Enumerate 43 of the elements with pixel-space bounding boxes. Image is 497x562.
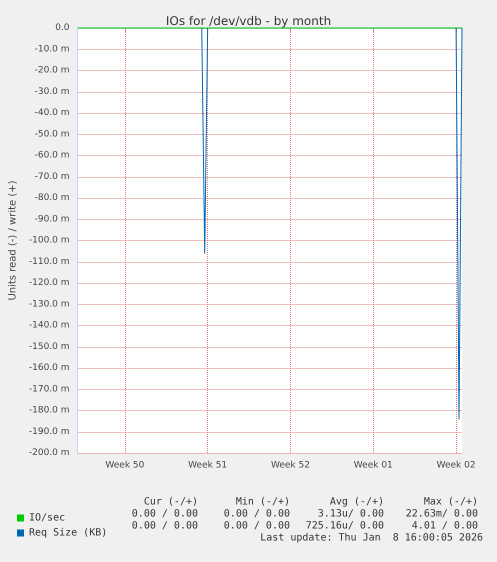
y-tick-label: -60.0 m (34, 150, 70, 160)
legend-label: Req Size (KB) (29, 528, 108, 538)
y-tick-label: -130.0 m (28, 299, 70, 310)
text: 0.00 / 0.00 (224, 520, 290, 532)
text: Last update: Thu Jan 8 16:00:05 2026 (260, 532, 484, 544)
text: Avg (-/+) (330, 496, 384, 508)
text: 3.13u/ 0.00 (318, 508, 384, 520)
y-tick-label: -20.0 m (34, 66, 70, 76)
y-tick-label: -190.0 m (28, 426, 70, 437)
y-tick-label: -150.0 m (28, 342, 70, 352)
x-tick-label: Week 01 (354, 460, 393, 470)
y-tick-label: -70.0 m (34, 172, 70, 182)
text: Cur (-/+) (144, 496, 198, 508)
text: 22.63m/ 0.00 (406, 508, 478, 520)
text: 725.16u/ 0.00 (306, 520, 384, 532)
x-tick-label: Week 02 (436, 460, 476, 470)
text: 0.00 / 0.00 (132, 508, 198, 520)
text: 0.00 / 0.00 (132, 520, 198, 532)
text: 0.00 / 0.00 (224, 508, 290, 520)
y-tick-label: -160.0 m (28, 363, 70, 373)
y-tick-label: -200.0 m (28, 448, 70, 458)
x-tick-label: Week 50 (105, 460, 145, 470)
y-tick-label: -100.0 m (28, 236, 70, 246)
x-tick-label: Week 52 (270, 460, 310, 470)
y-axis-title: Units read (-) / write (+) (8, 180, 18, 301)
y-tick-label: -80.0 m (34, 193, 70, 203)
chart-title: IOs for /dev/vdb - by month (166, 14, 332, 28)
y-tick-label: -90.0 m (34, 214, 70, 224)
y-tick-label: -40.0 m (34, 108, 70, 118)
y-tick-label: -120.0 m (28, 278, 70, 288)
y-tick-label: -140.0 m (28, 320, 70, 330)
y-tick-label: -30.0 m (34, 86, 70, 97)
y-tick-label: 0.0 (55, 23, 70, 33)
y-tick-label: -50.0 m (34, 129, 70, 140)
text: 4.01 / 0.00 (412, 520, 478, 532)
text: Max (-/+) (424, 496, 478, 508)
legend-label: IO/sec (29, 512, 66, 524)
y-tick-label: -180.0 m (28, 406, 70, 416)
text: Min (-/+) (236, 496, 290, 508)
y-tick-label: -10.0 m (34, 44, 70, 54)
y-tick-label: -110.0 m (28, 256, 70, 267)
x-tick-label: Week 51 (188, 460, 228, 470)
y-tick-label: -170.0 m (28, 384, 70, 394)
